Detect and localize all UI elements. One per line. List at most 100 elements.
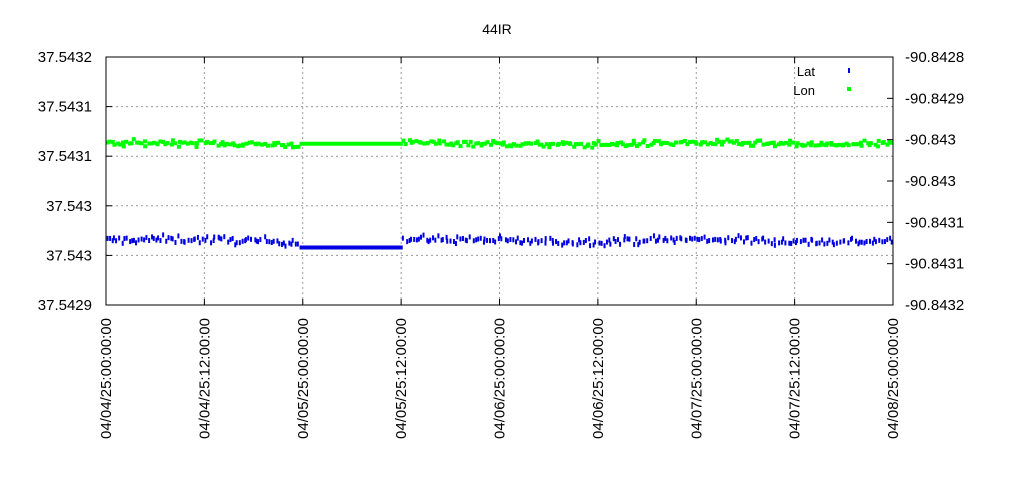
data-point	[700, 140, 705, 145]
data-point	[289, 141, 294, 146]
data-point	[847, 240, 850, 246]
data-point	[725, 137, 730, 142]
data-point	[563, 240, 566, 246]
data-point	[626, 236, 629, 242]
data-point	[220, 140, 225, 145]
x-tick-label: 04/06/25:00:00:00	[492, 318, 509, 439]
data-point	[530, 238, 533, 244]
data-point	[106, 235, 109, 241]
data-point	[290, 145, 295, 150]
data-point	[472, 238, 475, 244]
data-point	[764, 239, 767, 245]
data-point	[860, 239, 863, 245]
data-point	[414, 139, 419, 144]
data-point	[288, 240, 291, 246]
data-point	[441, 237, 444, 243]
data-point	[259, 142, 264, 147]
data-point	[751, 143, 756, 148]
data-point	[534, 236, 537, 242]
data-point	[111, 238, 114, 244]
data-point	[540, 238, 543, 244]
data-point	[187, 237, 190, 243]
data-point	[645, 143, 650, 148]
data-point	[582, 239, 585, 245]
data-point	[742, 239, 745, 245]
data-point	[461, 236, 464, 242]
data-point	[778, 240, 781, 246]
data-point	[115, 238, 118, 244]
data-point	[265, 238, 268, 244]
data-point	[784, 240, 787, 246]
data-point	[123, 236, 126, 242]
data-point	[231, 236, 234, 242]
data-point	[180, 238, 183, 244]
data-point	[291, 237, 294, 243]
data-point	[270, 240, 273, 246]
data-point	[612, 236, 615, 242]
data-point	[254, 237, 257, 243]
data-point	[151, 234, 154, 240]
data-point	[635, 236, 638, 242]
data-point	[459, 236, 462, 242]
data-point	[731, 238, 734, 244]
data-point	[514, 143, 519, 148]
data-point	[620, 142, 625, 147]
data-point	[837, 142, 842, 147]
data-point	[492, 140, 497, 145]
data-point	[874, 239, 877, 245]
data-point	[556, 141, 561, 146]
data-point	[437, 138, 442, 143]
data-point	[672, 237, 675, 243]
data-point	[670, 235, 673, 241]
data-point	[715, 137, 720, 142]
data-point	[687, 140, 692, 145]
x-tick-label: 04/04/25:00:00:00	[98, 318, 115, 439]
data-point	[815, 240, 818, 246]
left-tick-label: 37.5431	[38, 148, 92, 165]
data-point	[694, 141, 699, 146]
data-point	[598, 240, 601, 246]
data-point	[296, 144, 301, 149]
data-point	[524, 141, 529, 146]
data-point	[520, 142, 525, 147]
data-point	[199, 138, 204, 143]
data-point	[571, 241, 574, 247]
data-point	[634, 144, 639, 149]
data-point	[155, 142, 160, 147]
data-point	[152, 140, 157, 145]
data-point	[652, 139, 657, 144]
data-point	[844, 141, 849, 146]
data-point	[551, 237, 554, 243]
data-point	[227, 239, 230, 245]
data-point	[124, 139, 129, 144]
data-point	[605, 239, 608, 245]
data-point	[698, 142, 703, 147]
data-point	[174, 239, 177, 245]
data-point	[235, 240, 238, 246]
data-point	[549, 235, 552, 241]
chart-title: 44IR	[482, 21, 512, 37]
right-tick-label: -90.843	[905, 173, 956, 190]
data-point	[544, 236, 547, 242]
data-point	[425, 140, 430, 145]
data-point	[873, 142, 878, 147]
data-point	[551, 141, 556, 146]
data-point	[625, 143, 630, 148]
data-point	[188, 140, 193, 145]
data-point	[471, 144, 476, 149]
data-point	[238, 143, 243, 148]
data-point	[256, 141, 261, 146]
data-point	[121, 140, 126, 145]
data-point	[259, 237, 262, 243]
data-point	[772, 144, 777, 149]
data-point	[708, 141, 713, 146]
data-point	[643, 238, 646, 244]
data-point	[563, 140, 568, 145]
data-point	[429, 139, 434, 144]
data-point	[816, 143, 821, 148]
data-point	[819, 140, 824, 145]
data-point	[158, 139, 163, 144]
data-point	[619, 241, 622, 247]
x-tick-label: 04/05/25:00:00:00	[295, 318, 312, 439]
data-point	[794, 144, 799, 149]
